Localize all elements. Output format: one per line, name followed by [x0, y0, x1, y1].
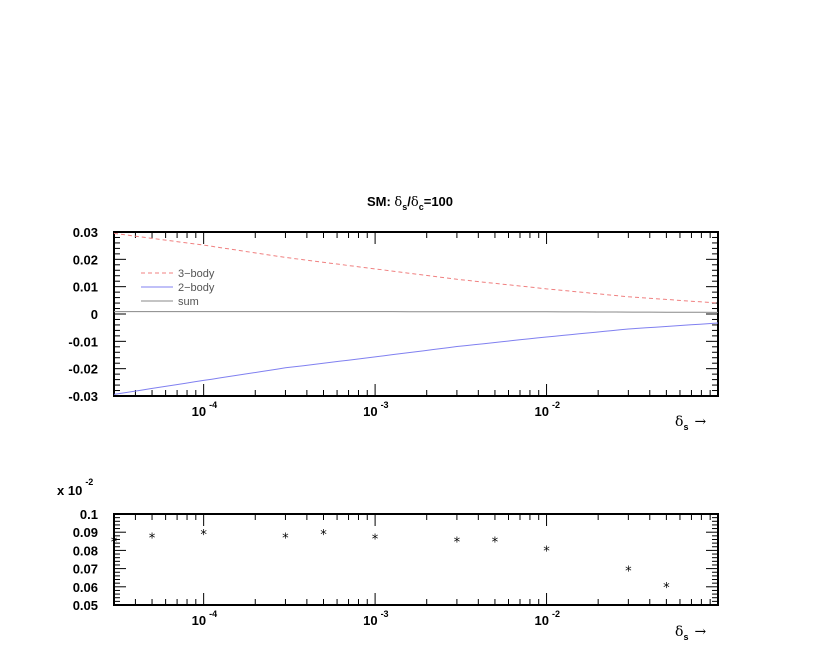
top-y-tick-labels: 0.03 0.02 0.01 0 -0.01 -0.02 -0.03 — [68, 225, 98, 404]
data-point-5: * — [371, 533, 379, 548]
y-tick-label: -0.02 — [68, 362, 98, 377]
title-delta-s: δ — [394, 195, 402, 210]
y-tick-label: 0 — [91, 307, 98, 322]
data-point-9: * — [624, 564, 632, 579]
bottom-xlabel-arrow: → — [694, 624, 706, 640]
data-point-8: * — [543, 544, 551, 559]
data-point-4: * — [320, 528, 328, 543]
series-line-2 — [114, 311, 719, 313]
title-prefix: SM: — [367, 194, 394, 209]
legend-2-body-label: 2−body — [178, 282, 215, 294]
x-tick-label: 10 -4 — [192, 400, 217, 419]
data-point-3: * — [282, 532, 290, 547]
legend-sum-label: sum — [178, 296, 199, 308]
y-tick-label: 0.03 — [73, 225, 98, 240]
y-tick-label: 0.07 — [73, 562, 98, 577]
title-delta-c: δ — [411, 195, 419, 210]
scale-prefix: x 10 — [57, 483, 82, 498]
y-tick-label: 0.05 — [73, 598, 98, 613]
y-tick-label: 0.08 — [73, 543, 98, 558]
bottom-scale-label: x 10-2 — [57, 477, 93, 498]
top-x-axis-label: δs → — [675, 414, 706, 432]
title-slash: / — [407, 194, 411, 209]
x-tick-label: 10 -3 — [363, 400, 388, 419]
title-sub-c: c — [419, 202, 424, 212]
top-x-tick-labels: 10 -4 10 -3 10 -2 — [192, 400, 560, 419]
bottom-y-tick-labels: 0.1 0.09 0.08 0.07 0.06 0.05 — [73, 507, 98, 613]
bottom-xlabel-sub: s — [683, 632, 688, 642]
x-tick-label: 10 -2 — [535, 609, 560, 628]
bottom-axis-ticks — [113, 513, 719, 606]
y-tick-label: 0.09 — [73, 525, 98, 540]
x-tick-label: 10 -2 — [535, 400, 560, 419]
y-tick-label: 0.02 — [73, 252, 98, 267]
bottom-scatter-points: * * * * * * * * * * * — [110, 528, 670, 596]
top-legend: 3−body 2−body sum — [141, 268, 215, 308]
top-plot-frame — [113, 231, 719, 397]
x-tick-label: 10 -4 — [192, 609, 217, 628]
title-suffix: =100 — [424, 194, 453, 209]
legend-3-body-label: 3−body — [178, 268, 215, 280]
data-point-0: * — [110, 535, 118, 550]
data-point-2: * — [200, 528, 208, 543]
top-xlabel-delta: δ — [675, 414, 683, 430]
bottom-x-tick-labels: 10 -4 10 -3 10 -2 — [192, 609, 560, 628]
bottom-x-axis-label: δs → — [675, 624, 706, 642]
bottom-plot-frame — [113, 513, 719, 606]
data-point-6: * — [453, 535, 461, 550]
data-point-1: * — [148, 532, 156, 547]
scale-exp: -2 — [85, 477, 93, 487]
top-xlabel-arrow: → — [694, 414, 706, 430]
top-chart-title: SM: δs/δc=100 — [367, 194, 453, 212]
series-line-0 — [113, 232, 719, 304]
y-tick-label: 0.1 — [80, 507, 98, 522]
bottom-xlabel-delta: δ — [675, 624, 683, 640]
top-axis-ticks — [113, 231, 719, 397]
title-sub-s: s — [402, 202, 407, 212]
data-point-7: * — [491, 535, 499, 550]
series-line-1 — [113, 322, 719, 395]
top-series-lines — [113, 232, 719, 395]
y-tick-label: -0.01 — [68, 334, 98, 349]
y-tick-label: -0.03 — [68, 389, 98, 404]
top-xlabel-sub: s — [683, 422, 688, 432]
y-tick-label: 0.01 — [73, 280, 98, 295]
x-tick-label: 10 -3 — [363, 609, 388, 628]
y-tick-label: 0.06 — [73, 580, 98, 595]
data-point-10: * — [662, 581, 670, 596]
